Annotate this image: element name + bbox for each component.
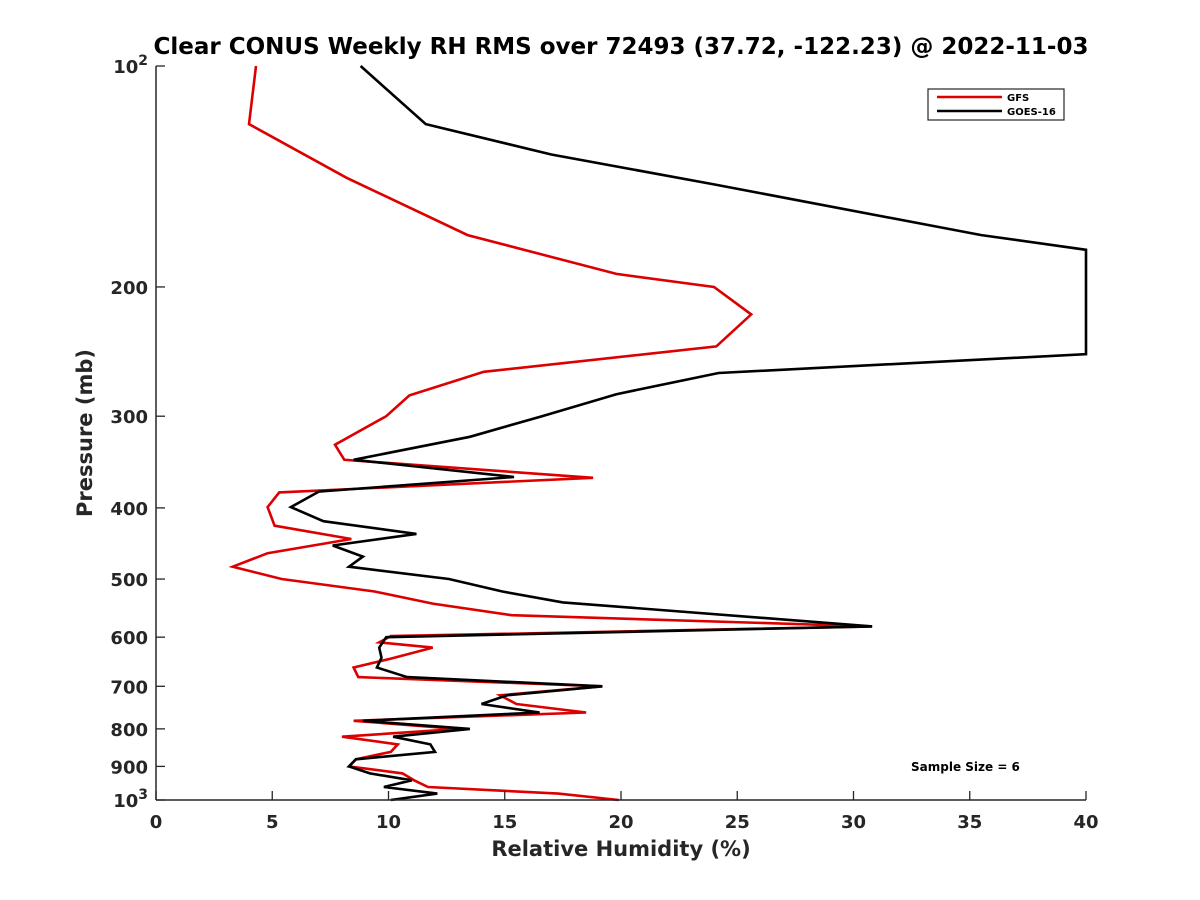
series-line-gfs: [228, 65, 873, 802]
x-tick-label: 30: [841, 812, 866, 833]
y-tick-label: 800: [110, 720, 148, 741]
y-tick-label: 102: [113, 53, 148, 78]
x-tick-label: 5: [266, 812, 279, 833]
y-tick-label: 500: [110, 570, 148, 591]
y-tick-label: 700: [110, 677, 148, 698]
x-tick-label: 25: [725, 812, 750, 833]
y-tick-label: 200: [110, 278, 148, 299]
y-tick-label: 300: [110, 407, 148, 428]
x-tick-label: 0: [150, 812, 163, 833]
plot-lines: [228, 65, 1088, 802]
legend-label-goes16: GOES-16: [1007, 107, 1056, 118]
y-tick-label: 600: [110, 628, 148, 649]
x-axis-label: Relative Humidity (%): [491, 837, 750, 861]
chart-title: Clear CONUS Weekly RH RMS over 72493 (37…: [154, 34, 1089, 60]
x-tick-label: 15: [492, 812, 517, 833]
x-tick-label: 40: [1073, 812, 1098, 833]
series-line-goes16: [287, 65, 1088, 802]
legend-label-gfs: GFS: [1007, 93, 1029, 104]
legend-box: [927, 88, 1065, 121]
x-ticks: 0 5 10 15 20 25 30 35 40: [150, 791, 1099, 833]
y-tick-label: 900: [110, 757, 148, 778]
y-tick-label: 103: [113, 787, 148, 812]
legend: GFS GOES-16: [927, 88, 1065, 121]
y-tick-label: 400: [110, 499, 148, 520]
y-axis-label: Pressure (mb): [73, 349, 97, 517]
x-tick-label: 20: [608, 812, 633, 833]
y-ticks: 102 200 300 400 500 600 700 800 900 103: [110, 53, 165, 812]
axes: [155, 66, 1086, 801]
sample-size-annotation: Sample Size = 6: [911, 760, 1020, 774]
x-tick-label: 10: [376, 812, 401, 833]
x-tick-label: 35: [957, 812, 982, 833]
